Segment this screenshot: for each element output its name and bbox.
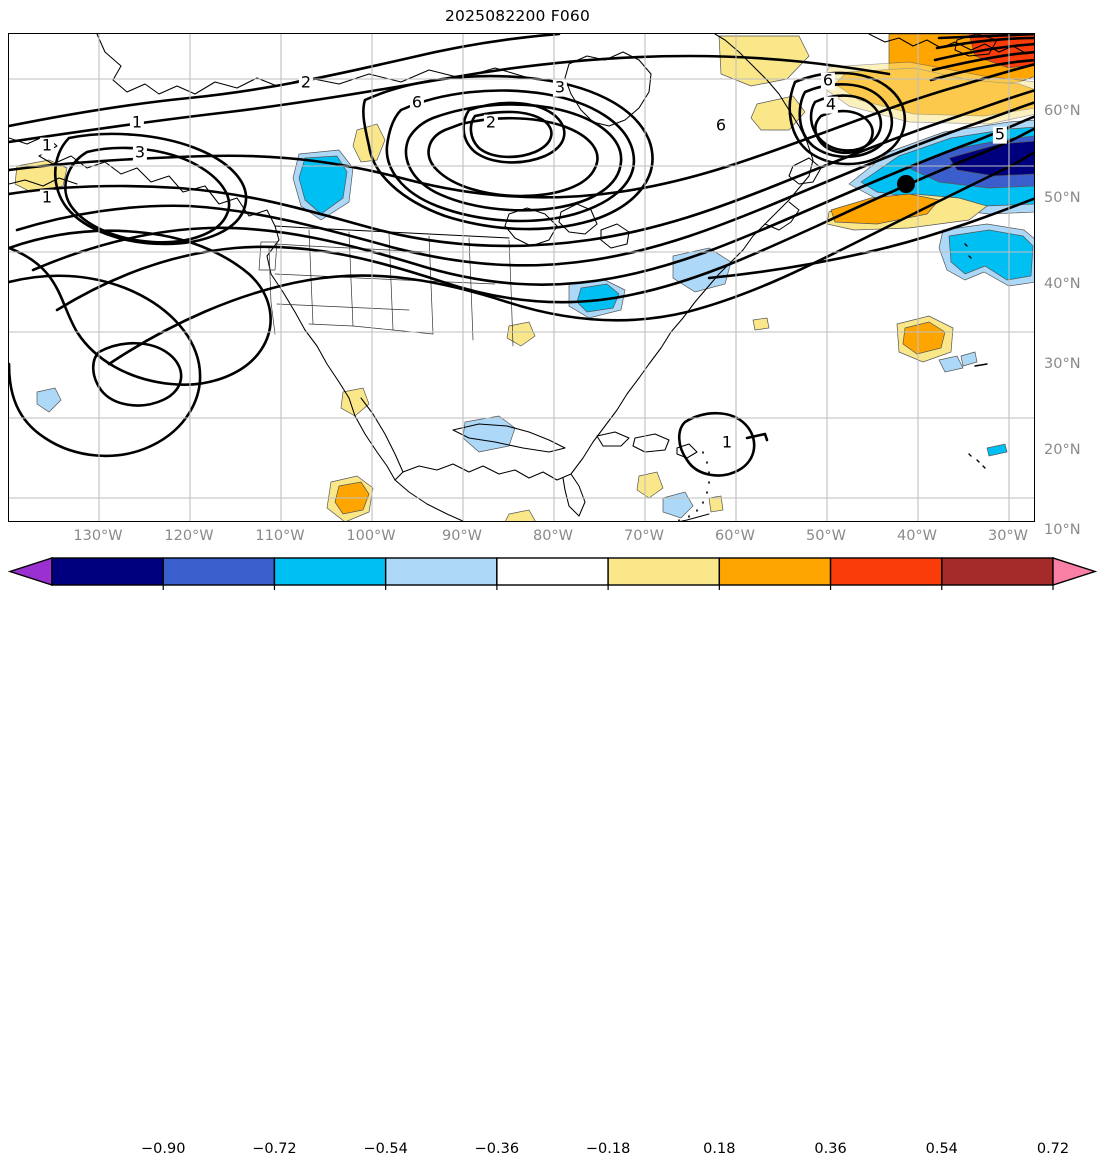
lon-tick-label: 120°W: [164, 528, 214, 544]
colorbar-tick-label: −0.18: [585, 1141, 631, 1157]
gridlines: [9, 34, 1034, 521]
lat-tick-label: 60°N: [1044, 103, 1081, 119]
page-title: 2025082200 F060: [444, 7, 591, 25]
lon-tick-label: 110°W: [255, 528, 305, 544]
lat-tick-label: 10°N: [1044, 522, 1081, 538]
lon-tick-label: 100°W: [346, 528, 396, 544]
colorbar-cell: [496, 557, 609, 586]
colorbar-graphic: [7, 557, 1098, 590]
colorbar-tick-label: 0.18: [703, 1141, 736, 1157]
colorbar-cell: [162, 557, 276, 586]
lat-tick-label: 50°N: [1044, 190, 1081, 206]
colorbar-tick-label: 0.36: [814, 1141, 847, 1157]
lon-tick-label: 40°W: [896, 528, 938, 544]
colorbar-tick-label: −0.36: [474, 1141, 520, 1157]
cyclone-center-marker[interactable]: [897, 175, 915, 193]
map-graphic: [9, 34, 1034, 521]
figure-root: 2025082200 F060: [0, 7, 1105, 1157]
colorbar-cell: [607, 557, 721, 586]
lon-tick-label: 50°W: [805, 528, 847, 544]
lon-tick-label: 90°W: [441, 528, 483, 544]
lon-tick-label: 70°W: [623, 528, 665, 544]
colorbar-cell: [273, 557, 387, 586]
colorbar[interactable]: −0.90 −0.72 −0.54 −0.36 −0.18 0.18 0.36 0.54 0.7…: [0, 552, 1105, 1157]
colorbar-cell: [941, 557, 1054, 586]
colorbar-under-arrow: [7, 557, 53, 586]
lat-tick-label: 40°N: [1044, 276, 1081, 292]
colorbar-cell: [51, 557, 164, 586]
colorbar-over-arrow: [1052, 557, 1098, 586]
colorbar-tick-label: 0.54: [925, 1141, 958, 1157]
lon-tick-label: 60°W: [714, 528, 756, 544]
lat-tick-label: 30°N: [1044, 356, 1081, 372]
colorbar-tick-label: −0.72: [252, 1141, 297, 1157]
lat-tick-label: 20°N: [1044, 442, 1081, 458]
colorbar-cell: [384, 557, 498, 586]
colorbar-tick-label: 0.72: [1036, 1141, 1070, 1157]
colorbar-cell: [829, 557, 943, 586]
colorbar-cell: [718, 557, 832, 586]
contour-lines: [9, 34, 1034, 477]
colorbar-tick-label: −0.90: [141, 1141, 186, 1157]
lon-tick-label: 30°W: [987, 528, 1029, 544]
lon-tick-label: 130°W: [73, 528, 123, 544]
colorbar-tick-label: −0.54: [363, 1141, 408, 1157]
lon-tick-label: 80°W: [532, 528, 574, 544]
